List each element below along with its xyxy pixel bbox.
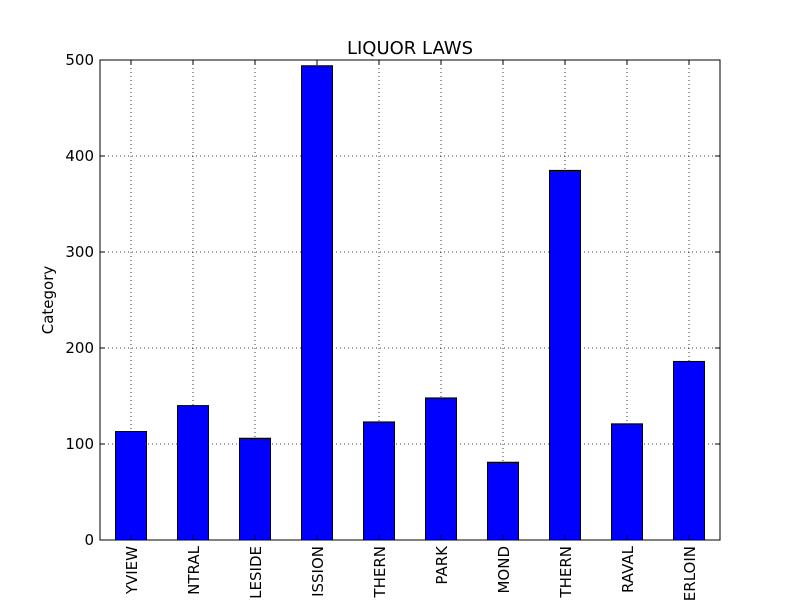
x-tick-label: PARK (433, 545, 451, 585)
bar (611, 423, 643, 541)
x-tick-label: THERN (371, 546, 389, 599)
bar (115, 431, 147, 541)
bars-layer (115, 65, 705, 541)
bar (487, 461, 519, 541)
ticks-layer (100, 59, 720, 541)
bar (301, 65, 333, 541)
x-tick-label: LESIDE (247, 546, 265, 599)
y-tick-label: 300 (65, 243, 94, 261)
y-tick-label: 400 (65, 147, 94, 165)
y-tick-label: 200 (65, 339, 94, 357)
bar (425, 397, 457, 541)
x-tick-label: ISSION (309, 546, 327, 597)
plot-frame (99, 59, 721, 541)
chart-title: LIQUOR LAWS (347, 38, 473, 59)
x-tick-label: YVIEW (123, 546, 141, 595)
labels-layer: 0 100 200 300 400 500 YVIEW NTRAL LESIDE ISSION TH… (65, 51, 699, 600)
bar (549, 169, 581, 541)
x-tick-label: ERLOIN (681, 546, 699, 600)
x-tick-label: NTRAL (185, 545, 203, 594)
y-tick-label: 100 (65, 435, 94, 453)
bar (363, 421, 395, 541)
bar (239, 437, 271, 541)
y-axis-label: Category (39, 266, 57, 335)
x-tick-label: RAVAL (619, 545, 637, 593)
x-tick-label: THERN (557, 546, 575, 599)
bar (177, 405, 209, 541)
bar (673, 360, 705, 541)
x-tick-label: MOND (495, 546, 513, 594)
y-tick-label: 0 (84, 531, 94, 549)
y-tick-label: 500 (65, 51, 94, 69)
